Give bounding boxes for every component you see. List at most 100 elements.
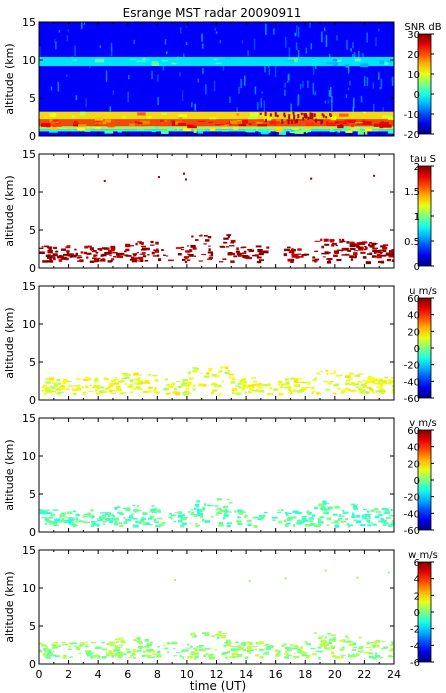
echo-cell bbox=[263, 653, 269, 655]
snr-noise-cell bbox=[361, 53, 364, 56]
snr-noise-cell bbox=[288, 47, 291, 58]
snr-layer-cell bbox=[189, 123, 195, 125]
echo-cell bbox=[114, 647, 121, 650]
echo-cell bbox=[264, 651, 270, 654]
colorbar-tick-label: 0 bbox=[414, 476, 420, 487]
x-tick-label: 14 bbox=[239, 668, 253, 681]
echo-cell bbox=[283, 519, 287, 523]
echo-cell bbox=[144, 259, 149, 262]
echo-cell bbox=[385, 252, 391, 256]
echo-cell bbox=[113, 382, 120, 385]
echo-cell bbox=[102, 516, 107, 518]
echo-cell bbox=[109, 254, 112, 257]
snr-layer-cell bbox=[49, 129, 58, 133]
echo-cell bbox=[314, 506, 318, 510]
echo-cell bbox=[79, 259, 84, 263]
echo-cell bbox=[330, 372, 335, 375]
snr-layer-cell bbox=[116, 129, 124, 132]
snr-layer-cell bbox=[164, 120, 168, 122]
snr-noise-cell bbox=[327, 99, 330, 104]
echo-cell bbox=[137, 637, 141, 641]
snr-noise-cell bbox=[345, 94, 348, 98]
echo-cell bbox=[359, 391, 365, 394]
echo-cell bbox=[110, 392, 117, 394]
echo-cell bbox=[200, 372, 203, 374]
echo-cell bbox=[107, 515, 111, 517]
echo-cell bbox=[220, 366, 223, 369]
echo-cell bbox=[308, 511, 313, 514]
snr-layer-cell bbox=[269, 120, 277, 125]
echo-cell bbox=[355, 383, 360, 386]
snr-noise-cell bbox=[314, 91, 317, 96]
echo-cell bbox=[372, 378, 378, 380]
echo-cell bbox=[187, 655, 193, 659]
echo-cell bbox=[247, 248, 252, 251]
colorbar-tick-label: 6 bbox=[414, 558, 420, 569]
echo-cell bbox=[330, 645, 336, 648]
echo-cell bbox=[308, 517, 314, 520]
echo-cell bbox=[353, 252, 358, 256]
echo-cell bbox=[286, 522, 291, 525]
echo-cell bbox=[159, 524, 165, 527]
echo-cell bbox=[85, 385, 89, 389]
echo-cell bbox=[203, 243, 207, 245]
echo-cell bbox=[101, 648, 108, 651]
echo-cell bbox=[237, 522, 243, 526]
echo-cell bbox=[56, 391, 62, 395]
echo-cell bbox=[142, 512, 148, 516]
echo-cell bbox=[361, 384, 366, 387]
snr-noise-cell bbox=[297, 95, 299, 107]
echo-cell bbox=[318, 518, 322, 522]
snr-noise-cell bbox=[273, 28, 275, 35]
echo-cell bbox=[323, 646, 328, 650]
echo-cell bbox=[351, 383, 357, 386]
snr-noise-cell bbox=[164, 39, 167, 45]
echo-cell bbox=[47, 391, 50, 394]
echo-cell bbox=[177, 386, 182, 389]
echo-cell bbox=[317, 650, 323, 653]
snr-layer-cell bbox=[95, 59, 105, 63]
echo-cell bbox=[99, 516, 102, 519]
echo-cell bbox=[341, 238, 345, 242]
echo-cell bbox=[103, 179, 106, 182]
echo-cell bbox=[107, 643, 110, 646]
echo-cell bbox=[320, 238, 323, 242]
echo-cell bbox=[92, 250, 97, 252]
echo-cell bbox=[355, 386, 360, 388]
echo-cell bbox=[123, 376, 130, 379]
snr-noise-cell bbox=[260, 98, 263, 108]
echo-cell bbox=[224, 641, 229, 644]
snr-noise-cell bbox=[352, 42, 354, 49]
snr-noise-cell bbox=[215, 31, 218, 34]
echo-cell bbox=[54, 518, 61, 522]
x-tick-label: 0 bbox=[36, 668, 43, 681]
echo-cell bbox=[39, 247, 44, 250]
echo-cell bbox=[358, 387, 363, 391]
snr-layer-cell bbox=[373, 123, 382, 127]
echo-cell bbox=[238, 386, 242, 389]
panel-frame bbox=[38, 549, 395, 665]
echo-cell bbox=[180, 246, 185, 249]
echo-cell bbox=[277, 384, 281, 386]
snr-layer-cell bbox=[285, 59, 295, 64]
echo-cell bbox=[368, 652, 374, 655]
echo-cell bbox=[207, 631, 210, 634]
echo-cell bbox=[258, 252, 264, 256]
echo-cell bbox=[352, 512, 355, 516]
colorbar-label: v m/s bbox=[409, 418, 436, 429]
echo-cell bbox=[376, 256, 382, 259]
snr-layer-cell bbox=[248, 123, 252, 125]
snr-layer-cell bbox=[52, 123, 57, 127]
echo-cell bbox=[48, 649, 52, 653]
echo-cell bbox=[249, 387, 252, 390]
echo-cell bbox=[114, 638, 121, 641]
echo-cell bbox=[318, 636, 323, 640]
echo-cell bbox=[138, 383, 145, 385]
echo-cell bbox=[141, 518, 145, 521]
colorbar-tick-label: -60 bbox=[404, 394, 420, 405]
echo-cell bbox=[73, 510, 76, 513]
echo-cell bbox=[98, 386, 105, 389]
echo-cell bbox=[241, 381, 244, 385]
echo-cell bbox=[211, 391, 215, 395]
echo-cell bbox=[168, 516, 173, 519]
